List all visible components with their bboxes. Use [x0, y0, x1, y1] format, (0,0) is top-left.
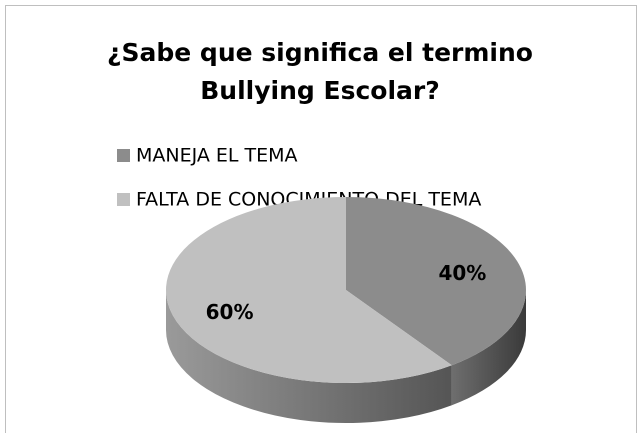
data-label: 60%: [206, 300, 254, 324]
legend-swatch: [117, 149, 130, 162]
legend-swatch: [117, 193, 130, 206]
legend-label: MANEJA EL TEMA: [136, 145, 298, 167]
data-label: 40%: [438, 261, 486, 285]
slice: [346, 197, 526, 366]
slice-side: [166, 290, 452, 424]
slice: [166, 197, 452, 383]
chart-title: ¿Sabe que significa el termino Bullying …: [107, 38, 533, 105]
slice-side: [451, 290, 527, 406]
